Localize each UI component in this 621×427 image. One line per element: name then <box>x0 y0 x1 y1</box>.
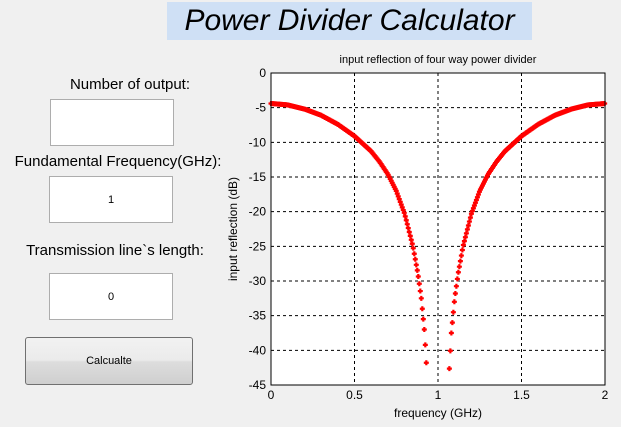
plot-area <box>271 73 605 385</box>
length-input[interactable] <box>49 273 173 320</box>
svg-text:-35: -35 <box>249 309 267 323</box>
length-label: Transmission line`s length: <box>26 242 204 259</box>
x-axis-label: frequency (GHz) <box>394 406 482 420</box>
svg-text:-40: -40 <box>249 343 267 357</box>
svg-text:0: 0 <box>259 66 266 80</box>
svg-text:-15: -15 <box>249 170 267 184</box>
svg-text:-10: -10 <box>249 135 267 149</box>
svg-text:-5: -5 <box>255 101 266 115</box>
app-title: Power Divider Calculator <box>167 2 532 40</box>
svg-text:-25: -25 <box>249 239 267 253</box>
svg-text:-45: -45 <box>249 378 267 392</box>
axis-ticks: 0 0.5 1 1.5 2 0 -5 -10 -15 -20 -25 -30 -35 -40 -45 <box>249 66 609 402</box>
freq-input[interactable] <box>49 176 173 223</box>
data-markers <box>268 101 608 372</box>
plot-frame <box>270 72 606 386</box>
calculate-button[interactable]: Calcualte <box>25 337 193 385</box>
svg-text:2: 2 <box>602 388 609 402</box>
svg-text:0.5: 0.5 <box>346 388 363 402</box>
grid-lines <box>271 73 605 385</box>
svg-text:1.5: 1.5 <box>513 388 530 402</box>
num-outputs-input[interactable] <box>50 99 174 146</box>
svg-text:0: 0 <box>268 388 275 402</box>
y-axis-label: input reflection (dB) <box>226 177 240 281</box>
svg-text:-20: -20 <box>249 205 267 219</box>
svg-text:1: 1 <box>435 388 442 402</box>
svg-text:-30: -30 <box>249 274 267 288</box>
freq-label: Fundamental Frequency(GHz): <box>14 153 222 170</box>
num-outputs-label: Number of output: <box>69 76 191 93</box>
chart-title: input reflection of four way power divid… <box>340 54 537 66</box>
